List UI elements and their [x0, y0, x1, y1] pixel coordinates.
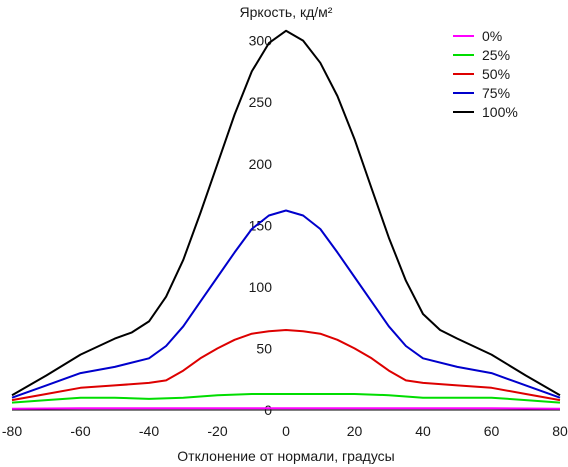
tick-labels-group: -80 -60 -40 -20 0 20 40 60 80 0 50 100 150 200 250 300 [2, 33, 568, 439]
legend-label: 0% [482, 28, 502, 44]
y-tick-label: 100 [249, 279, 273, 295]
x-tick-label: -60 [70, 423, 90, 439]
legend-label: 100% [482, 104, 518, 120]
y-tick-label: 50 [256, 340, 272, 356]
series-line [11, 209, 561, 399]
x-tick-label: -20 [207, 423, 227, 439]
legend-label: 75% [482, 85, 510, 101]
y-tick-label: 200 [249, 156, 273, 172]
x-tick-label: -80 [2, 423, 22, 439]
legend-label: 50% [482, 66, 510, 82]
x-tick-label: 20 [347, 423, 363, 439]
x-tick-label: -40 [139, 423, 159, 439]
x-axis-label: Отклонение от нормали, градусы [177, 448, 394, 464]
x-tick-label: 0 [282, 423, 290, 439]
series-line [11, 407, 561, 410]
series-line [11, 329, 561, 402]
y-tick-label: 250 [249, 94, 273, 110]
series-line [11, 393, 561, 404]
series-line [11, 29, 561, 397]
x-tick-label: 80 [552, 423, 568, 439]
y-tick-label: 0 [264, 402, 272, 418]
x-tick-label: 40 [415, 423, 431, 439]
y-tick-label: 300 [249, 33, 273, 49]
y-axis-label: Яркость, кд/м² [240, 4, 333, 20]
legend-label: 25% [482, 47, 510, 63]
y-tick-label: 150 [249, 217, 273, 233]
legend: 0% 25% 50% 75% 100% [453, 28, 518, 120]
x-tick-label: 60 [484, 423, 500, 439]
series-lines-group [11, 29, 561, 410]
